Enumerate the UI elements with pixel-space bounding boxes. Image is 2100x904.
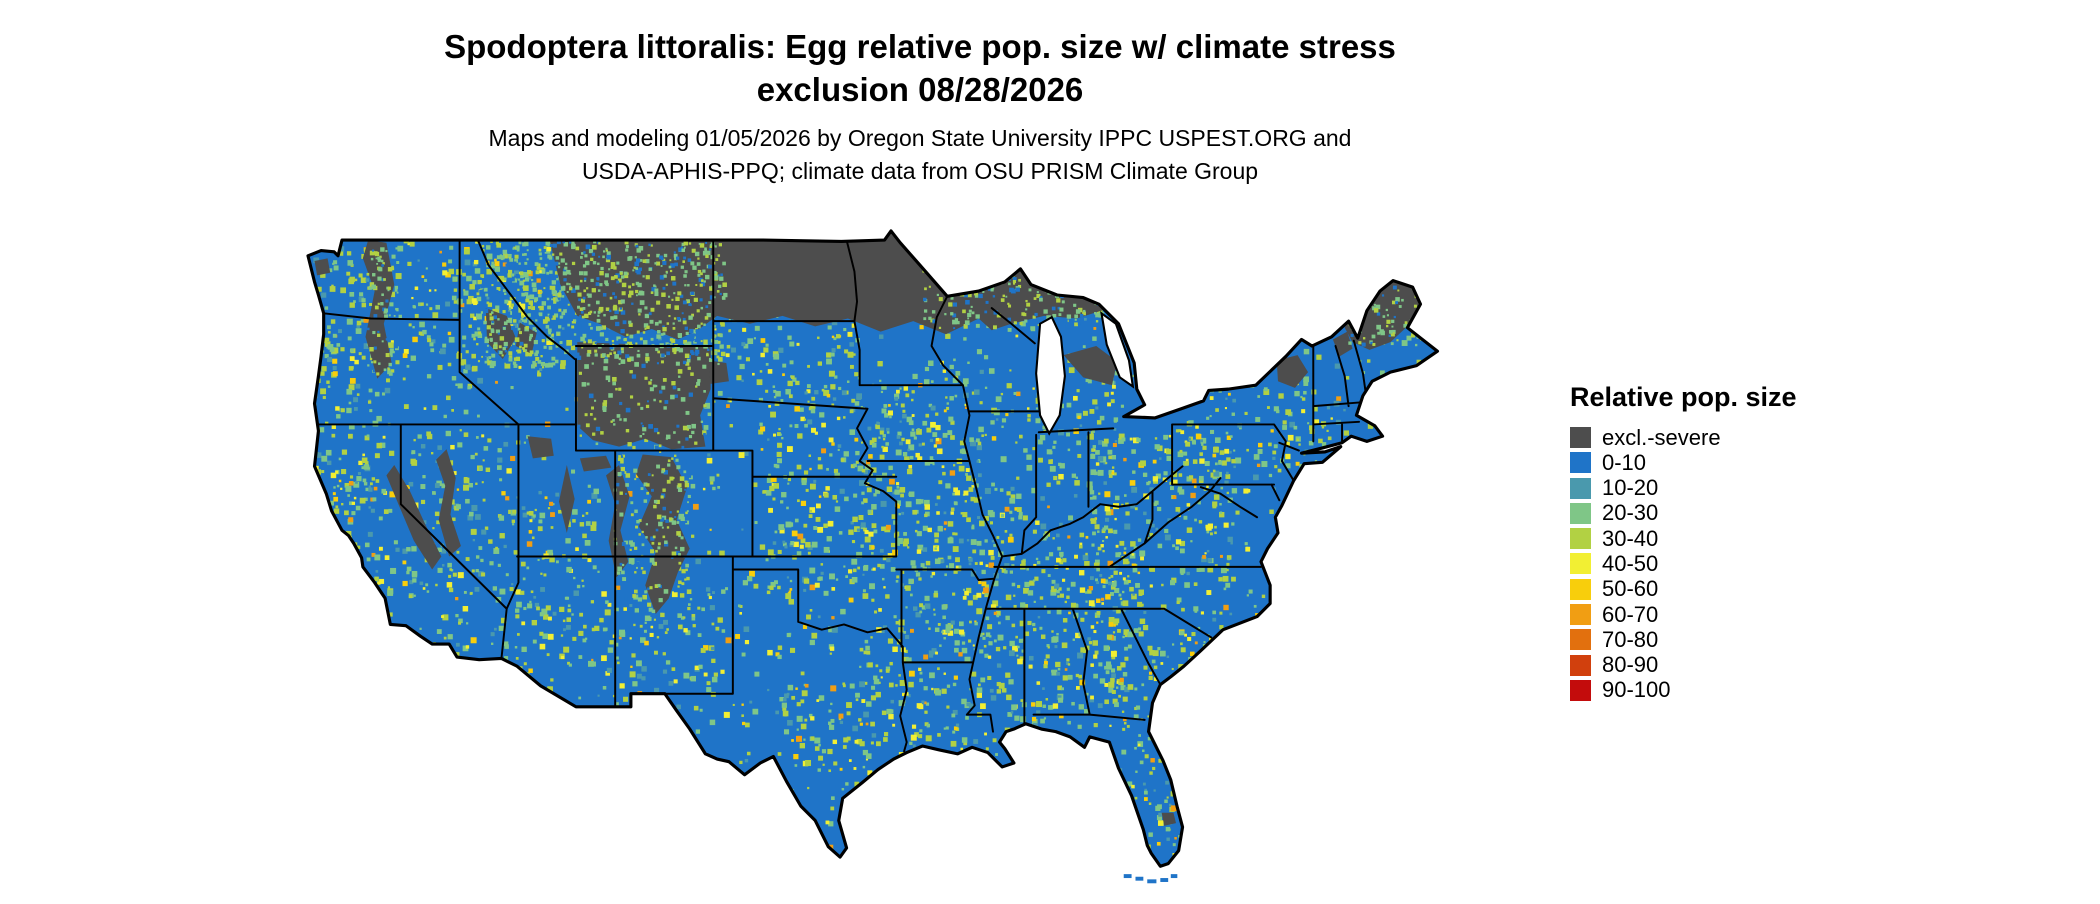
legend-swatch <box>1570 528 1591 549</box>
legend-label: 60-70 <box>1591 602 1658 628</box>
map-title-line1: Spodoptera littoralis: Egg relative pop.… <box>0 26 1840 69</box>
legend-item: 40-50 <box>1570 553 1797 574</box>
legend-item: 0-10 <box>1570 452 1797 473</box>
legend-label: 50-60 <box>1591 576 1658 602</box>
legend-label: 70-80 <box>1591 627 1658 653</box>
legend-item: 10-20 <box>1570 478 1797 499</box>
legend-swatch <box>1570 478 1591 499</box>
us-map <box>240 193 1495 899</box>
legend-label: 0-10 <box>1591 450 1646 476</box>
legend-label: 40-50 <box>1591 551 1658 577</box>
legend-item: 50-60 <box>1570 579 1797 600</box>
legend-label: 20-30 <box>1591 500 1658 526</box>
legend: Relative pop. size excl.-severe 0-10 10-… <box>1570 382 1797 705</box>
legend-label: 80-90 <box>1591 652 1658 678</box>
legend-swatch <box>1570 629 1591 650</box>
legend-swatch <box>1570 452 1591 473</box>
legend-swatch <box>1570 680 1591 701</box>
legend-swatch <box>1570 553 1591 574</box>
subheader: Maps and modeling 01/05/2026 by Oregon S… <box>0 122 1840 189</box>
legend-swatch <box>1570 503 1591 524</box>
header: Spodoptera littoralis: Egg relative pop.… <box>0 26 1840 112</box>
legend-item: 30-40 <box>1570 528 1797 549</box>
map-subtitle-line1: Maps and modeling 01/05/2026 by Oregon S… <box>0 122 1840 155</box>
legend-label: 30-40 <box>1591 526 1658 552</box>
map-subtitle-line2: USDA-APHIS-PPQ; climate data from OSU PR… <box>0 155 1840 188</box>
legend-title: Relative pop. size <box>1570 382 1797 413</box>
map-title-line2: exclusion 08/28/2026 <box>0 69 1840 112</box>
legend-item: 80-90 <box>1570 655 1797 676</box>
legend-label: 90-100 <box>1591 677 1671 703</box>
florida-keys <box>1124 874 1178 883</box>
legend-item: excl.-severe <box>1570 427 1797 448</box>
legend-item: 20-30 <box>1570 503 1797 524</box>
legend-swatch <box>1570 579 1591 600</box>
legend-item: 70-80 <box>1570 629 1797 650</box>
legend-item: 60-70 <box>1570 604 1797 625</box>
legend-swatch <box>1570 427 1591 448</box>
legend-label: 10-20 <box>1591 475 1658 501</box>
legend-swatch <box>1570 604 1591 625</box>
map-figure <box>240 193 1495 899</box>
legend-item: 90-100 <box>1570 680 1797 701</box>
legend-swatch <box>1570 655 1591 676</box>
legend-label: excl.-severe <box>1591 425 1721 451</box>
